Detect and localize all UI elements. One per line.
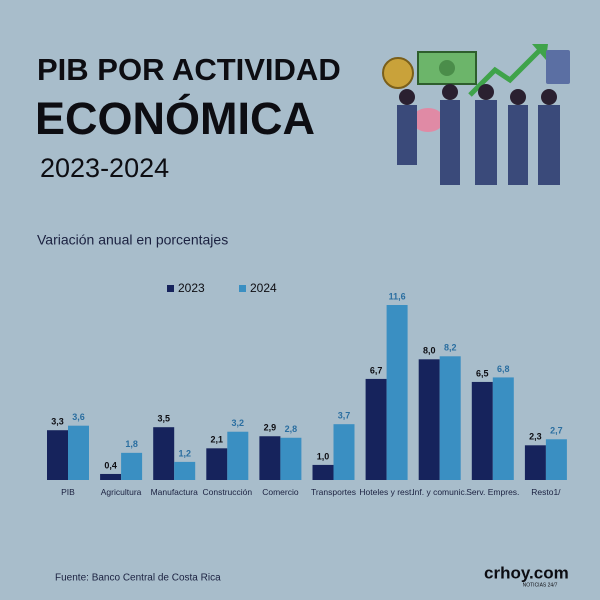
bar [333,424,355,480]
period: 2023-2024 [40,153,169,183]
bar [68,425,89,480]
bar [174,461,196,480]
source: Fuente: Banco Central de Costa Rica [55,573,221,584]
bar [121,452,143,480]
x-tick-label: Transportes [310,487,357,497]
bar [227,431,249,480]
legend-label: 2024 [250,281,277,295]
value-label: 6,7 [370,365,383,375]
chart-title: PIB POR ACTIVIDAD [37,52,341,87]
bar [153,427,175,480]
value-label: 3,2 [232,418,245,428]
value-label: 1,8 [125,439,138,449]
bar [206,448,228,480]
legend-swatch [239,285,246,292]
bar [524,445,546,480]
bar [259,436,281,480]
value-label: 2,9 [264,423,277,433]
value-label: 3,7 [338,411,351,421]
value-label: 3,5 [157,414,170,424]
value-label: 11,6 [389,291,406,301]
brand-tagline: NOTICIAS 24/7 [523,582,558,588]
value-label: 2,1 [211,435,224,445]
value-label: 3,3 [51,417,64,427]
value-label: 2,7 [550,426,563,436]
x-tick-label: Serv. Empres. [466,487,520,497]
value-label: 1,2 [178,448,191,458]
bar [365,378,387,480]
value-label: 8,0 [423,346,436,356]
x-tick-label: Agricultura [100,487,142,497]
bar [545,439,567,480]
brand: crhoy.com [484,563,569,582]
value-label: 2,8 [285,424,298,434]
bar [100,473,122,480]
value-label: 6,8 [497,364,510,374]
bar [386,305,408,480]
x-tick-label: PIB [61,487,75,497]
bar [312,464,334,480]
value-label: 2,3 [529,432,542,442]
illustration [382,44,570,185]
bar [280,437,302,480]
value-label: 8,2 [444,343,457,353]
x-tick-label: Construcción [202,487,253,497]
bar [492,377,514,480]
bar [418,359,440,480]
value-label: 3,6 [72,412,85,422]
value-label: 6,5 [476,368,489,378]
subtitle: Variación anual en porcentajes [37,232,228,248]
legend-label: 2023 [178,281,205,295]
chart-title-line2: ECONÓMICA [35,93,315,144]
x-tick-label: Hoteles y rest. [359,487,414,497]
value-label: 1,0 [317,451,330,461]
bar [47,430,68,480]
bar [471,381,493,480]
legend-swatch [167,285,174,292]
x-tick-label: Inf. y comunic. [412,487,468,497]
bar [439,356,461,480]
x-tick-label: Resto1/ [531,487,561,497]
value-label: 0,4 [104,460,117,470]
x-tick-label: Comercio [262,487,299,497]
x-tick-label: Manufactura [150,487,198,497]
